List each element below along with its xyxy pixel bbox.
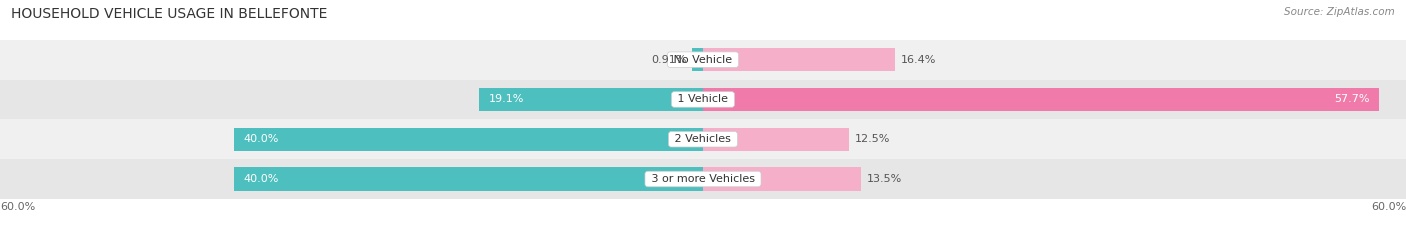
Bar (0, 40, 1406, 80)
Bar (0, 159, 1406, 199)
Bar (703, 48, 896, 71)
Bar (235, 168, 703, 190)
Bar (0, 119, 1406, 159)
Text: 1 Vehicle: 1 Vehicle (675, 95, 731, 104)
Text: No Vehicle: No Vehicle (671, 55, 735, 65)
Text: Source: ZipAtlas.com: Source: ZipAtlas.com (1284, 7, 1395, 17)
Text: 60.0%: 60.0% (0, 202, 35, 212)
Text: 3 or more Vehicles: 3 or more Vehicles (648, 174, 758, 184)
Text: 13.5%: 13.5% (868, 174, 903, 184)
Text: 40.0%: 40.0% (243, 174, 278, 184)
Bar (703, 128, 849, 151)
Text: 57.7%: 57.7% (1334, 95, 1369, 104)
Text: 19.1%: 19.1% (489, 95, 524, 104)
Text: 40.0%: 40.0% (243, 134, 278, 144)
Bar (235, 128, 703, 151)
Bar (692, 48, 703, 71)
Text: HOUSEHOLD VEHICLE USAGE IN BELLEFONTE: HOUSEHOLD VEHICLE USAGE IN BELLEFONTE (11, 7, 328, 21)
Text: 12.5%: 12.5% (855, 134, 890, 144)
Text: 16.4%: 16.4% (901, 55, 936, 65)
Text: 2 Vehicles: 2 Vehicles (671, 134, 735, 144)
Bar (703, 88, 1379, 111)
Text: 60.0%: 60.0% (1371, 202, 1406, 212)
Bar (479, 88, 703, 111)
Bar (703, 168, 860, 190)
Text: 0.91%: 0.91% (651, 55, 686, 65)
Bar (0, 80, 1406, 119)
